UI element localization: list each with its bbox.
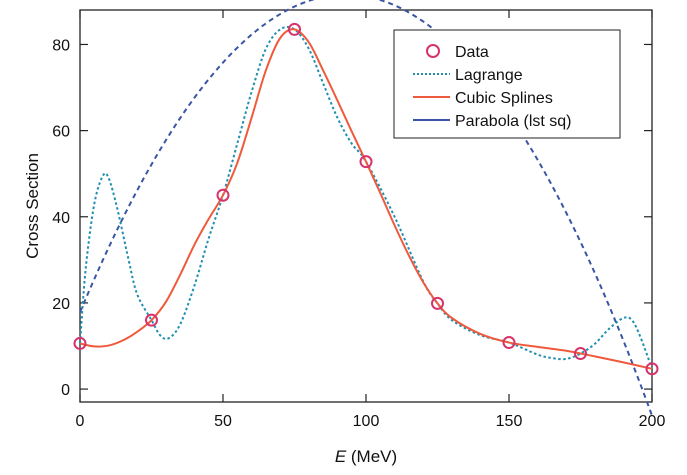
legend-label-data: Data — [455, 44, 489, 61]
x-tick-label: 0 — [76, 413, 85, 430]
legend-data-marker — [426, 44, 440, 58]
x-tick-label: 50 — [214, 413, 232, 430]
legend: Data Lagrange Cubic Splines Parabola (ls… — [393, 29, 621, 139]
x-axis-label: E (MeV) — [335, 447, 397, 466]
data-point — [502, 336, 516, 350]
series-lagrange-line — [79, 25, 653, 370]
series-cubic-splines-line — [79, 28, 653, 370]
y-tick-label: 60 — [52, 124, 70, 141]
data-markers — [73, 22, 659, 376]
x-tick-label: 200 — [639, 413, 666, 430]
y-tick-label: 20 — [52, 296, 70, 313]
data-point — [645, 362, 659, 376]
data-point — [73, 336, 87, 350]
x-tick-label: 100 — [353, 413, 380, 430]
data-point — [288, 22, 301, 36]
data-point — [145, 313, 158, 327]
y-axis-label: Cross Section — [23, 153, 42, 259]
data-point — [574, 347, 587, 361]
legend-label-parabola: Parabola (lst sq) — [455, 113, 572, 130]
legend-label-lagrange: Lagrange — [455, 67, 523, 84]
y-tick-label: 80 — [52, 37, 70, 54]
legend-label-cubic-splines: Cubic Splines — [455, 90, 553, 107]
data-point — [359, 155, 373, 169]
series-layer — [79, 0, 653, 416]
series-parabola-line — [79, 0, 653, 416]
data-point — [216, 188, 230, 202]
data-point — [431, 296, 444, 310]
axis-tick-labels: 0 50 100 150 200 0 20 40 60 80 — [52, 37, 665, 430]
x-tick-label: 150 — [496, 413, 523, 430]
y-tick-label: 40 — [52, 210, 70, 227]
y-tick-label: 0 — [61, 382, 70, 399]
